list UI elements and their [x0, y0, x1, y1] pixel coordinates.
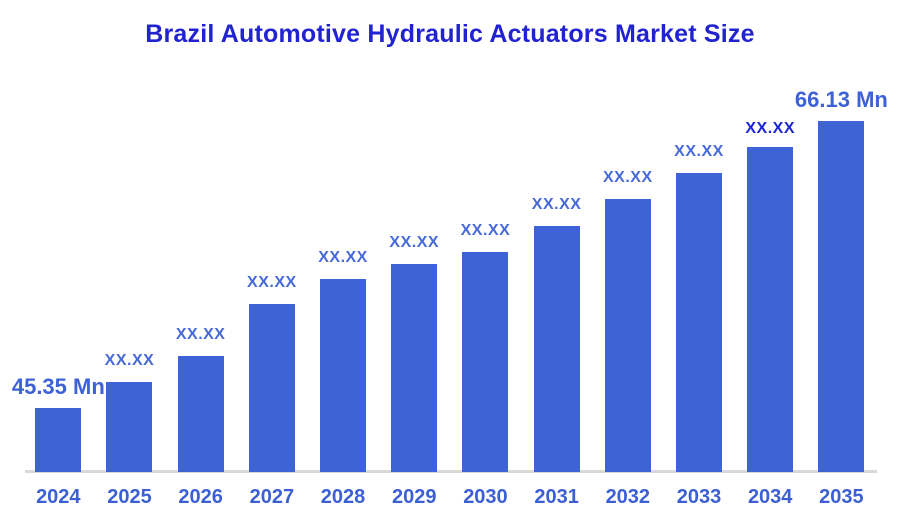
bar-value-label-2031: XX.XX [531, 196, 582, 213]
bar-value-label-2034: XX.XX [745, 120, 795, 137]
x-axis-label-2024: 2024 [36, 486, 81, 508]
bar-2027 [248, 304, 295, 472]
x-axis-label-2027: 2027 [249, 486, 295, 508]
bar-value-label-2030: XX.XX [460, 222, 511, 239]
bar-2034 [747, 147, 794, 472]
bar-2028 [320, 279, 367, 472]
x-axis-label-2026: 2026 [178, 486, 223, 508]
x-axis-label-2028: 2028 [320, 486, 366, 508]
bar-2033 [676, 173, 722, 472]
bar-value-label-2029: XX.XX [389, 234, 440, 251]
x-axis-label-2032: 2032 [605, 486, 651, 508]
x-axis-label-2030: 2030 [463, 486, 508, 508]
bar-2029 [391, 264, 438, 472]
x-axis-line [25, 470, 877, 473]
x-axis-label-2029: 2029 [392, 486, 437, 508]
bar-2026 [177, 356, 224, 472]
x-axis-label-2025: 2025 [107, 486, 152, 508]
bar-2032 [604, 199, 651, 472]
x-axis-label-2034: 2034 [747, 486, 793, 508]
bar-value-label-2026: XX.XX [175, 326, 226, 343]
bar-value-label-2025: XX.XX [104, 352, 155, 369]
bar-2025 [106, 382, 153, 472]
x-axis-label-2033: 2033 [676, 486, 722, 508]
bar-value-label-2033: XX.XX [674, 143, 724, 160]
bar-value-label-2035: 66.13 Mn [794, 87, 888, 112]
x-axis-label-2031: 2031 [534, 486, 579, 508]
bar-value-label-2024: 45.35 Mn [11, 374, 105, 399]
bar-2024 [35, 408, 82, 472]
bar-2031 [533, 226, 580, 472]
bar-2035 [818, 121, 865, 472]
bar-value-label-2027: XX.XX [247, 274, 297, 291]
x-axis-label-2035: 2035 [819, 486, 864, 508]
chart-title: Brazil Automotive Hydraulic Actuators Ma… [145, 20, 755, 48]
bar-value-label-2032: XX.XX [602, 169, 653, 186]
bar-2030 [462, 252, 509, 472]
bar-value-label-2028: XX.XX [318, 249, 368, 266]
